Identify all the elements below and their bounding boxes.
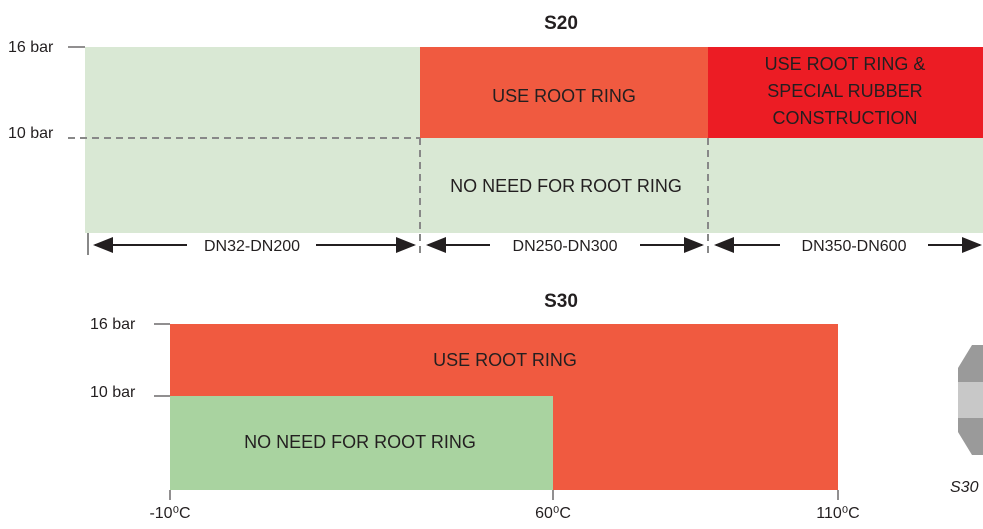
title: S30 [544, 291, 578, 312]
y-label: 10 bar [8, 125, 54, 142]
y-label: 16 bar [90, 316, 136, 333]
caption: S30 [950, 479, 979, 496]
s30-chart: S30 16 bar 10 bar USE ROOT RING NO NEED … [90, 291, 983, 522]
region-label: SPECIAL RUBBER [767, 81, 922, 101]
region-label: USE ROOT RING [492, 86, 636, 106]
region-label: NO NEED FOR ROOT RING [244, 432, 476, 452]
x-label: 110⁰C [816, 505, 859, 522]
region-red [708, 47, 983, 138]
region-label: USE ROOT RING & [765, 54, 926, 74]
region-label: NO NEED FOR ROOT RING [450, 176, 682, 196]
y-label: 16 bar [8, 39, 54, 56]
region-label: CONSTRUCTION [773, 108, 918, 128]
product-image [958, 382, 983, 418]
region-label: USE ROOT RING [433, 350, 577, 370]
y-label: 10 bar [90, 384, 136, 401]
range-label: DN350-DN600 [802, 238, 907, 255]
s20-chart: S20 16 bar 10 bar USE ROOT RING USE ROOT… [8, 13, 983, 255]
range-label: DN250-DN300 [513, 238, 618, 255]
range-label: DN32-DN200 [204, 238, 300, 255]
region-orange [420, 47, 708, 138]
x-label: -10⁰C [149, 505, 190, 522]
region-green [170, 396, 553, 490]
x-label: 60⁰C [535, 505, 571, 522]
title: S20 [544, 13, 578, 34]
